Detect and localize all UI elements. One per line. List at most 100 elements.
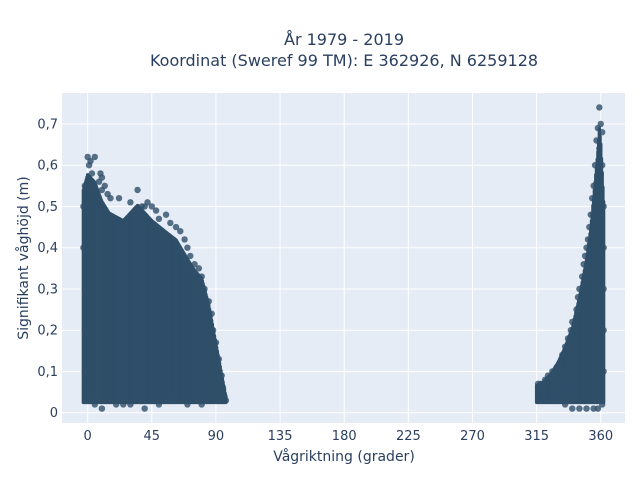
y-tick-label: 0,4: [37, 241, 58, 256]
scatter-point: [561, 401, 569, 408]
scatter-point: [598, 128, 606, 136]
scatter-point: [212, 339, 220, 346]
scatter-point: [573, 306, 580, 313]
scatter-point: [219, 384, 227, 392]
scatter-point: [162, 211, 170, 218]
scatter-point: [205, 298, 213, 305]
scatter-point: [107, 194, 114, 202]
scatter-point: [83, 388, 90, 396]
y-tick-label: 0: [50, 406, 58, 421]
scatter-point: [534, 380, 542, 388]
scatter-point: [600, 203, 607, 210]
scatter-point: [215, 355, 222, 363]
scatter-point: [169, 397, 177, 404]
scatter-point: [587, 211, 594, 218]
scatter-point: [184, 244, 191, 251]
scatter-point: [127, 401, 134, 408]
scatter-point: [198, 273, 205, 280]
scatter-point: [209, 326, 217, 334]
scatter-point: [579, 273, 586, 280]
scatter-point: [181, 236, 188, 243]
x-tick-label: 45: [144, 429, 161, 444]
scatter-point: [222, 397, 230, 404]
x-tick-label: 180: [332, 429, 357, 444]
scatter-point: [547, 392, 555, 400]
scatter-point: [91, 401, 98, 408]
scatter-point: [567, 326, 575, 334]
y-tick-label: 0,5: [37, 200, 58, 215]
scatter-point: [559, 351, 566, 359]
scatter-point: [600, 326, 607, 334]
scatter-point: [81, 368, 89, 375]
x-tick-label: 315: [524, 429, 549, 444]
y-tick-label: 0,2: [37, 324, 58, 339]
scatter-point: [80, 244, 87, 251]
scatter-point: [564, 335, 572, 342]
scatter-point: [549, 368, 556, 375]
tick-labels: 0 45 90 135 180 225 270 315 360 0 0,1 0,2 0,3 0,4 0,5 0…: [37, 117, 613, 444]
scatter-point: [584, 236, 592, 243]
scatter-point: [569, 318, 576, 326]
scatter-point: [148, 203, 155, 210]
scatter-point: [172, 223, 180, 231]
scatter-point: [586, 223, 593, 231]
scatter-point: [177, 227, 184, 235]
scatter-point: [141, 203, 148, 210]
scatter-point: [596, 104, 603, 111]
scatter-point: [208, 310, 215, 317]
scatter-point: [105, 397, 113, 404]
scatter-point: [569, 405, 576, 412]
x-tick-label: 90: [208, 429, 225, 444]
scatter-point: [127, 199, 134, 206]
x-tick-label: 270: [460, 429, 485, 444]
y-tick-label: 0,7: [37, 117, 58, 132]
scatter-point: [115, 194, 123, 202]
scatter-point: [112, 401, 120, 408]
scatter-point: [580, 260, 587, 268]
scatter-point: [98, 186, 106, 194]
x-tick-label: 0: [84, 429, 92, 444]
scatter-point: [191, 260, 198, 268]
scatter-point: [553, 364, 560, 371]
scatter-point: [571, 376, 579, 383]
scatter-point: [155, 215, 163, 223]
scatter-point: [80, 203, 87, 210]
scatter-point: [198, 401, 205, 408]
scatter-point: [141, 405, 148, 412]
y-axis-title: Signifikant våghöjd (m): [15, 176, 32, 339]
y-tick-label: 0,6: [37, 159, 58, 174]
scatter-point: [218, 372, 225, 379]
y-tick-label: 0,3: [37, 282, 58, 297]
scatter-point: [98, 405, 106, 412]
scatter-point: [597, 170, 604, 177]
scatter-points: [80, 104, 607, 412]
scatter-point: [591, 161, 599, 169]
scatter-point: [593, 137, 600, 144]
scatter-point: [167, 219, 174, 227]
scatter-point: [600, 244, 607, 251]
scatter-point: [561, 343, 569, 350]
scatter-point: [88, 170, 96, 177]
scatter-point: [81, 285, 89, 293]
scatter-point: [560, 384, 567, 392]
scatter-point: [152, 207, 160, 214]
scatter-point: [85, 161, 93, 169]
scatter-point: [581, 252, 589, 260]
scatter-point: [600, 285, 607, 293]
chart-title-line-2: Koordinat (Sweref 99 TM): E 362926, N 62…: [150, 51, 538, 70]
scatter-point: [583, 405, 590, 412]
scatter-point: [574, 293, 582, 301]
scatter-point: [91, 153, 98, 161]
scatter-point: [195, 265, 203, 272]
scatter-point: [598, 161, 606, 169]
scatter-point: [596, 145, 603, 152]
scatter-point: [81, 182, 89, 190]
y-tick-label: 0,1: [37, 365, 58, 380]
scatter-point: [95, 178, 103, 185]
scatter-point: [120, 401, 127, 408]
scatter-point: [583, 244, 590, 251]
scatter-point: [576, 285, 583, 293]
scatter-point: [594, 405, 602, 412]
scatter-point: [134, 186, 141, 194]
scatter-point: [594, 124, 602, 132]
